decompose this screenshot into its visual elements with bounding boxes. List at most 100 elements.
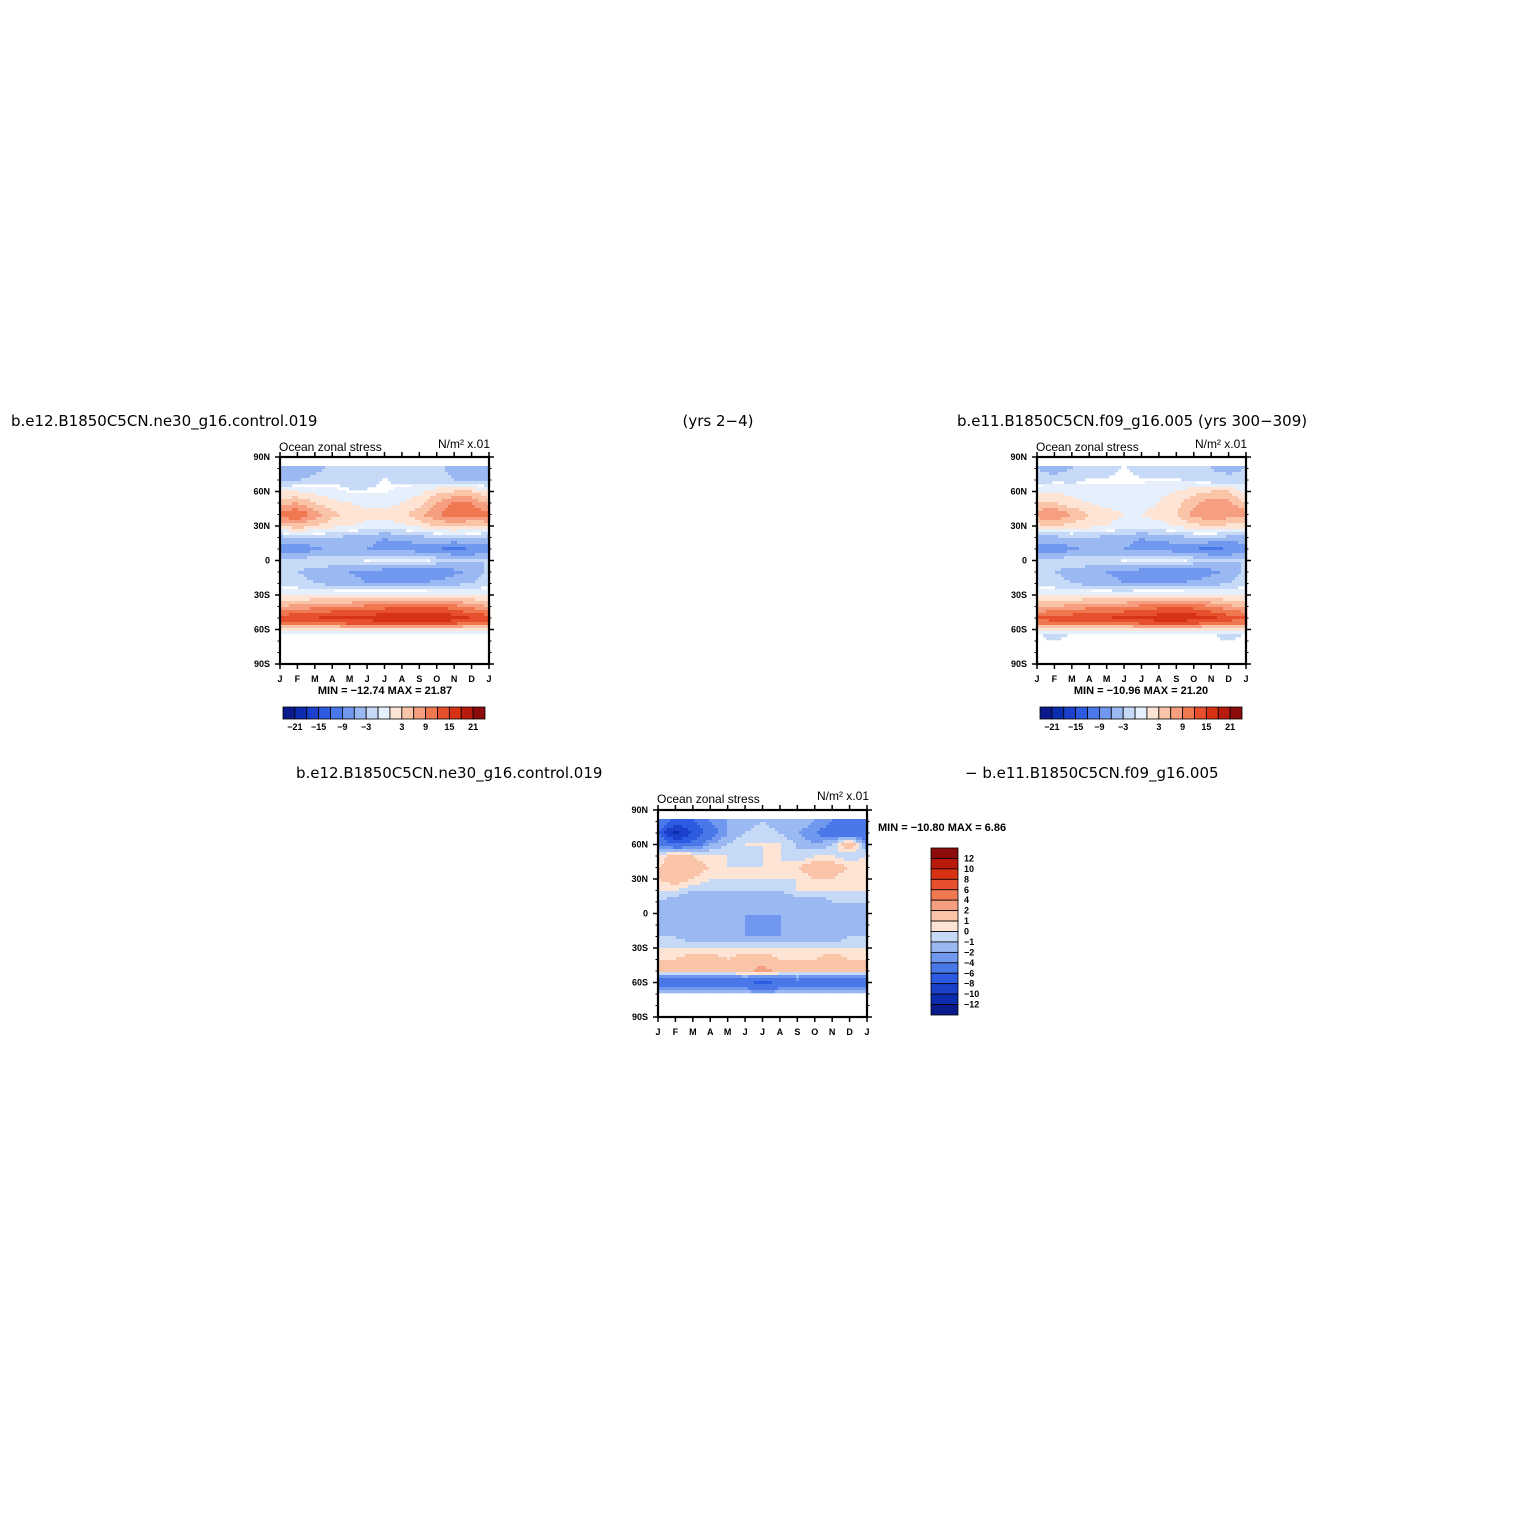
colorbar-swatch — [1099, 706, 1112, 720]
x-tick-label: D — [468, 674, 475, 684]
colorbar-label: −2 — [964, 947, 974, 957]
colorbar-swatch — [318, 706, 331, 720]
heatmap-field — [280, 466, 491, 635]
colorbar-swatch — [930, 972, 959, 985]
y-tick-label: 60S — [632, 978, 648, 988]
colorbar-swatch — [282, 706, 296, 720]
colorbar-label: 1 — [964, 916, 969, 926]
x-tick-label: J — [1139, 674, 1144, 684]
x-tick-label: O — [1190, 674, 1197, 684]
y-tick-label: 60S — [1011, 625, 1027, 635]
colorbar-swatch — [1229, 706, 1243, 720]
x-tick-label: M — [724, 1027, 732, 1037]
panel-title: Ocean zonal stress — [279, 440, 382, 454]
panel-units: N/m² x.01 — [817, 789, 869, 803]
colorbar-label: −3 — [1118, 722, 1128, 732]
x-tick-label: A — [777, 1027, 784, 1037]
colorbar-swatch — [1182, 706, 1195, 720]
colorbar-swatch — [365, 706, 379, 720]
x-tick-label: J — [760, 1027, 765, 1037]
colorbar-label: 3 — [399, 722, 404, 732]
colorbar-swatch — [1063, 706, 1077, 720]
colorbar-label: −9 — [337, 722, 347, 732]
title-top-left: b.e12.B1850C5CN.ne30_g16.control.019 — [11, 412, 317, 431]
colorbar-label: −10 — [964, 989, 979, 999]
y-tick-label: 60N — [1010, 487, 1027, 497]
colorbar-label: −12 — [964, 1000, 979, 1010]
colorbar-label: −6 — [964, 968, 974, 978]
x-tick-label: S — [794, 1027, 800, 1037]
x-tick-label: J — [277, 674, 282, 684]
x-tick-label: N — [829, 1027, 836, 1037]
x-tick-label: S — [1173, 674, 1179, 684]
y-tick-label: 90S — [1011, 659, 1027, 669]
colorbar-label: −4 — [964, 958, 974, 968]
y-tick-label: 0 — [1022, 556, 1027, 566]
stats-label: MIN = −12.74 MAX = 21.87 — [318, 685, 452, 697]
x-tick-label: D — [846, 1027, 853, 1037]
panel-units: N/m² x.01 — [1195, 437, 1247, 451]
colorbar-swatch — [1122, 706, 1136, 720]
colorbar-swatch — [1194, 706, 1207, 720]
y-tick-label: 60S — [254, 625, 270, 635]
y-tick-label: 30S — [254, 590, 270, 600]
colorbar-label: −15 — [1068, 722, 1083, 732]
colorbar-swatch — [930, 899, 959, 912]
x-tick-label: A — [707, 1027, 714, 1037]
colorbar-swatch — [1039, 706, 1053, 720]
x-tick-label: J — [655, 1027, 660, 1037]
x-tick-label: J — [1034, 674, 1039, 684]
y-tick-label: 90S — [254, 659, 270, 669]
colorbar-swatch — [930, 847, 959, 859]
colorbar-swatch — [930, 920, 959, 932]
colorbar-swatch — [1075, 706, 1088, 720]
x-tick-label: N — [451, 674, 458, 684]
title-top-center: (yrs 2−4) — [683, 412, 754, 430]
colorbar-swatch — [448, 706, 462, 720]
colorbar-swatch — [389, 706, 403, 720]
x-tick-label: A — [1156, 674, 1163, 684]
colorbar-swatch — [1146, 706, 1160, 720]
colorbar-swatch — [377, 706, 391, 720]
y-tick-label: 30S — [1011, 590, 1027, 600]
colorbar-swatch — [930, 889, 959, 901]
x-tick-label: M — [1068, 674, 1076, 684]
x-tick-label: M — [311, 674, 319, 684]
colorbar-swatch — [930, 993, 959, 1005]
colorbar-swatch — [930, 941, 959, 953]
x-tick-label: J — [743, 1027, 748, 1037]
y-tick-label: 30N — [1010, 521, 1027, 531]
x-tick-label: J — [864, 1027, 869, 1037]
colorbar-swatch — [460, 706, 474, 720]
y-tick-label: 60N — [631, 840, 648, 850]
panel-title: Ocean zonal stress — [657, 792, 760, 806]
colorbar-label: 12 — [964, 853, 974, 863]
colorbar-label: 3 — [1156, 722, 1161, 732]
stats-label: MIN = −10.96 MAX = 21.20 — [1074, 685, 1208, 697]
colorbar-swatch — [437, 706, 450, 720]
y-tick-label: 90N — [1010, 452, 1027, 462]
colorbar-swatch — [425, 706, 438, 720]
x-tick-label: J — [486, 674, 491, 684]
colorbar-label: 9 — [423, 722, 428, 732]
colorbar-label: 21 — [468, 722, 478, 732]
colorbar-swatch — [930, 1004, 959, 1016]
y-tick-label: 0 — [265, 556, 270, 566]
x-tick-label: J — [1243, 674, 1248, 684]
x-tick-label: A — [1086, 674, 1093, 684]
colorbar-swatch — [401, 706, 415, 720]
colorbar-swatch — [1217, 706, 1231, 720]
colorbar-swatch — [930, 951, 959, 964]
colorbar-swatch — [353, 706, 367, 720]
colorbar-label: −9 — [1094, 722, 1104, 732]
colorbar-swatch — [306, 706, 320, 720]
x-tick-label: A — [329, 674, 336, 684]
x-tick-label: F — [1052, 674, 1058, 684]
x-tick-label: F — [295, 674, 301, 684]
colorbar-swatch — [342, 706, 355, 720]
